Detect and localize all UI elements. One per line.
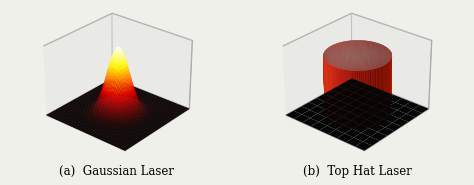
Text: (b)  Top Hat Laser: (b) Top Hat Laser — [303, 165, 412, 178]
Text: (a)  Gaussian Laser: (a) Gaussian Laser — [59, 165, 173, 178]
